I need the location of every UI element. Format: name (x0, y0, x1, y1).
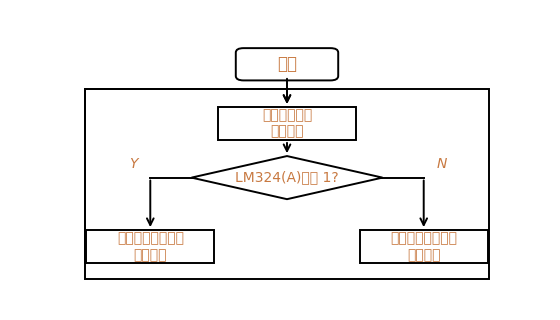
Text: 电机转动使控制台
往西偏转: 电机转动使控制台 往西偏转 (390, 231, 457, 262)
Text: N: N (437, 157, 447, 172)
Bar (86, 230, 214, 263)
Bar (360, 230, 488, 263)
Text: 光敏电阵采集
光照强度: 光敏电阵采集 光照强度 (262, 108, 312, 139)
Bar (217, 107, 356, 140)
Text: LM324(A)输出 1?: LM324(A)输出 1? (235, 171, 339, 185)
Polygon shape (192, 156, 382, 199)
FancyBboxPatch shape (236, 48, 338, 80)
Text: 电机转动使控制台
往东偏转: 电机转动使控制台 往东偏转 (117, 231, 184, 262)
Bar (85, 89, 489, 279)
Text: 开始: 开始 (277, 55, 297, 73)
Text: Y: Y (129, 157, 137, 172)
